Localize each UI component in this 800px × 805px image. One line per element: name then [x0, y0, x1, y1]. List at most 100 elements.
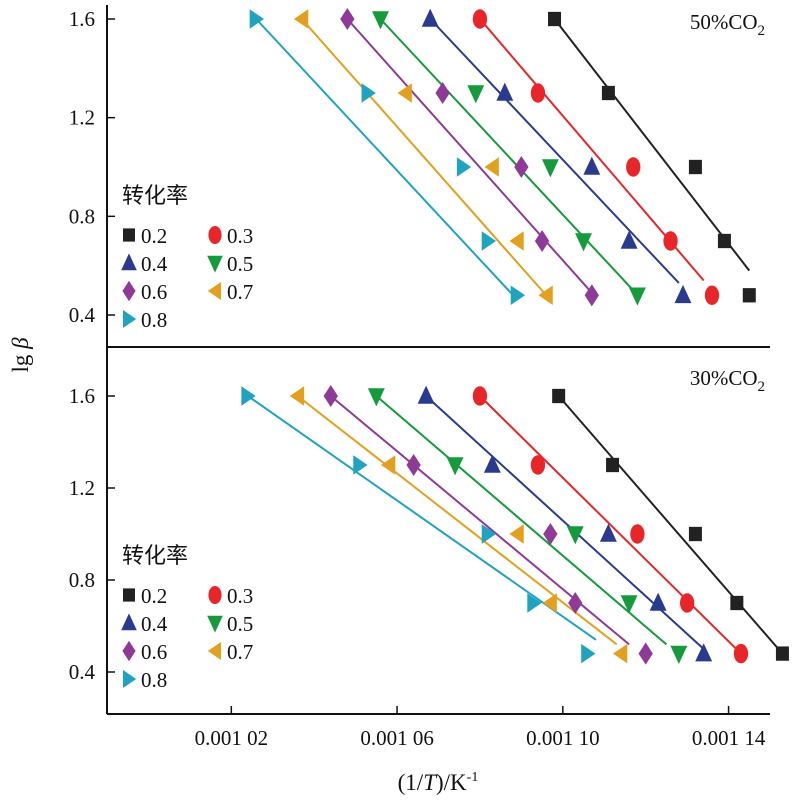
legend-title: 转化率	[122, 544, 188, 569]
legend-label-0.7: 0.7	[227, 280, 253, 304]
panel-label: 30%CO2	[690, 366, 765, 395]
data-point-0.8	[353, 455, 368, 475]
data-point-0.6	[435, 81, 450, 105]
data-point-0.4	[583, 156, 601, 175]
data-point-0.8	[361, 83, 376, 103]
data-point-0.5	[372, 11, 389, 30]
data-point-0.8	[249, 9, 264, 29]
fit-line-0.6	[346, 18, 593, 294]
data-point-0.4	[483, 454, 501, 473]
data-point-0.4	[599, 523, 617, 542]
legend-label-0.5: 0.5	[227, 612, 253, 636]
data-point-0.3	[472, 9, 488, 29]
legend-label-0.5: 0.5	[227, 252, 253, 276]
y-tick-label: 0.8	[69, 204, 95, 228]
y-axis-title: lg β	[8, 337, 33, 373]
data-point-0.8	[481, 231, 497, 251]
data-point-0.3	[530, 83, 546, 103]
data-point-0.3	[630, 524, 645, 544]
y-tick-label: 0.4	[69, 660, 96, 684]
data-point-0.4	[421, 8, 439, 27]
fit-line-0.8	[255, 18, 514, 296]
data-point-0.2	[688, 159, 702, 175]
data-point-0.2	[730, 595, 744, 611]
data-point-0.7	[542, 593, 557, 613]
fit-line-0.7	[296, 395, 618, 646]
legend-label-0.4: 0.4	[141, 612, 168, 636]
y-tick-label: 1.6	[69, 384, 95, 408]
legend: 转化率 0.2 0.3 0.4 0.5 0.6 0.7 0.8	[121, 184, 253, 332]
legend-marker-0.4	[121, 253, 137, 271]
legend-marker-0.6	[122, 640, 136, 662]
data-point-0.5	[628, 287, 646, 306]
data-point-0.5	[575, 233, 592, 252]
data-point-0.3	[733, 643, 749, 664]
panel-label: 50%CO2	[690, 10, 765, 39]
x-tick-label: 0.001 06	[360, 726, 434, 750]
legend-label-0.6: 0.6	[141, 640, 167, 664]
data-point-0.7	[509, 524, 524, 544]
legend-label-0.8: 0.8	[141, 668, 167, 692]
legend-label-0.6: 0.6	[141, 280, 167, 304]
data-point-0.5	[566, 526, 584, 545]
data-point-0.2	[552, 388, 566, 404]
data-point-0.5	[670, 645, 688, 664]
legend-marker-0.8	[123, 670, 137, 688]
x-tick-label: 0.001 14	[692, 726, 766, 750]
data-point-0.6	[543, 522, 558, 546]
data-point-0.5	[620, 595, 638, 614]
data-point-0.4	[620, 230, 638, 249]
legend-label-0.2: 0.2	[141, 584, 167, 608]
legend-marker-0.4	[121, 613, 137, 631]
legend-marker-0.7	[207, 642, 221, 660]
data-point-0.4	[417, 385, 435, 404]
y-tick-label: 0.8	[69, 568, 95, 592]
legend-label-0.3: 0.3	[227, 224, 253, 248]
data-point-0.6	[568, 591, 583, 615]
data-point-0.8	[456, 157, 472, 177]
fit-line-0.2	[557, 395, 784, 655]
panel-30-co2: 0.4 0.8 1.2 1.6 30%CO2 转化率 0.2 0.3 0.4 0.5 0.6 0.7 0…	[69, 366, 789, 692]
fit-line-0.8	[247, 395, 597, 641]
legend-marker-0.7	[207, 282, 221, 300]
data-point-0.3	[626, 157, 641, 177]
legend-label-0.3: 0.3	[227, 584, 253, 608]
data-point-0.3	[530, 455, 546, 475]
data-point-0.3	[663, 231, 678, 251]
data-point-0.5	[367, 388, 385, 407]
data-point-0.2	[548, 11, 562, 27]
data-point-0.7	[289, 386, 305, 406]
data-point-0.6	[514, 155, 529, 179]
data-point-0.6	[638, 642, 653, 665]
data-point-0.7	[509, 231, 524, 251]
data-point-0.8	[581, 643, 596, 664]
data-point-0.4	[496, 82, 514, 101]
fit-line-0.3	[479, 395, 742, 655]
data-point-0.4	[649, 592, 667, 611]
y-tick-label: 1.6	[69, 7, 95, 31]
data-point-0.5	[446, 457, 464, 476]
legend-label-0.7: 0.7	[227, 640, 253, 664]
data-point-0.4	[695, 643, 713, 662]
legend-label-0.8: 0.8	[141, 308, 167, 332]
y-tick-label: 0.4	[69, 303, 96, 327]
data-point-0.7	[613, 643, 628, 664]
fit-line-0.4	[429, 18, 680, 284]
legend-label-0.4: 0.4	[141, 252, 168, 276]
axes-layer: 0.001 02 0.001 06 0.001 10 0.001 14 (1/T)/K-…	[8, 5, 770, 795]
data-point-0.8	[241, 386, 256, 406]
legend-marker-0.2	[123, 588, 135, 602]
data-point-0.8	[481, 524, 497, 544]
data-point-0.2	[742, 288, 756, 303]
data-point-0.5	[541, 159, 559, 178]
data-point-0.7	[380, 455, 396, 475]
data-point-0.2	[688, 526, 702, 542]
data-point-0.7	[538, 285, 553, 306]
panel-50-co2: 0.4 0.8 1.2 1.6 50%CO2 转化率 0.2 0.3 0.4 0.5 0.6 0.7 0…	[69, 7, 765, 332]
data-point-0.8	[527, 593, 542, 613]
data-point-0.3	[472, 386, 488, 406]
x-tick-label: 0.001 02	[195, 726, 269, 750]
fit-line-0.7	[301, 18, 547, 296]
x-axis-title-superscript: -1	[467, 770, 479, 785]
data-point-0.6	[323, 384, 338, 408]
